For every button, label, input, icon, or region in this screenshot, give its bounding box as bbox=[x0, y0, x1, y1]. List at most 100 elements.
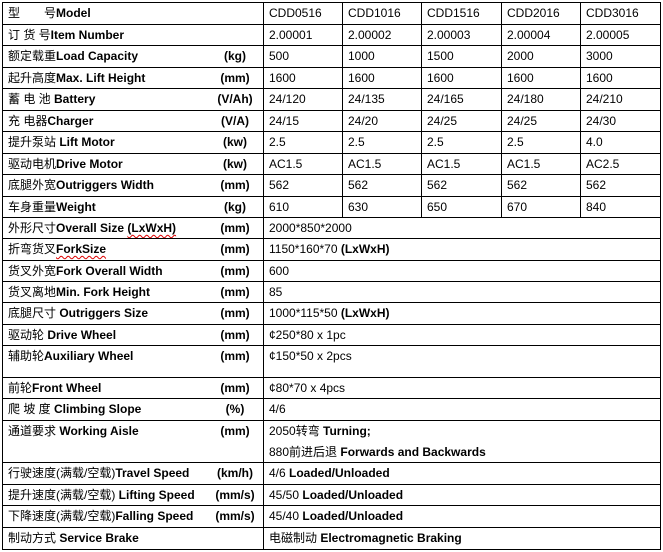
label-english: Front Wheel bbox=[32, 381, 102, 395]
value-cell: 562 bbox=[263, 174, 343, 197]
value-text: 85 bbox=[269, 285, 283, 299]
label-english: Weight bbox=[56, 200, 96, 214]
label-chinese: 车身重量 bbox=[8, 200, 57, 214]
value-cell: 1600 bbox=[580, 67, 661, 89]
value-cell: 2.00002 bbox=[342, 24, 422, 46]
label-english-spellcheck: ForkSize bbox=[56, 242, 107, 256]
label-english: Min. Fork Height bbox=[56, 285, 151, 299]
value-cell: 4.0 bbox=[580, 131, 661, 154]
spec-label-cell: 型 号Model bbox=[2, 2, 264, 25]
spec-label-cell: 行驶速度(满载/空载)Travel Speed (km/h) bbox=[2, 462, 264, 485]
label-unit: (mm) bbox=[220, 424, 250, 438]
label-unit: (kw) bbox=[223, 135, 247, 149]
value-cell: 3000 bbox=[580, 45, 661, 68]
spec-row: 起升高度Max. Lift Height (mm) 1600 1600 1600 1600… bbox=[2, 67, 661, 89]
value-cell: 2.5 bbox=[421, 131, 502, 154]
value-cell: 24/180 bbox=[501, 88, 581, 111]
label-chinese: 订 货 号 bbox=[8, 28, 51, 42]
value-cell-merged: 电磁制动 Electromagnetic Braking bbox=[263, 527, 661, 550]
value-cell: 610 bbox=[263, 196, 343, 218]
value-text-bold: Electromagnetic Braking bbox=[320, 531, 462, 545]
label-unit: (mm/s) bbox=[215, 488, 255, 502]
label-english: Outriggers Size bbox=[59, 306, 149, 320]
value-text-bold: (LxWxH) bbox=[340, 242, 390, 256]
value-line: 2000*850*2000 bbox=[269, 219, 660, 238]
value-cell: 1600 bbox=[421, 67, 502, 89]
label-unit: (mm) bbox=[220, 328, 250, 342]
value-cell: 24/135 bbox=[342, 88, 422, 111]
value-line: 1150*160*70 (LxWxH) bbox=[269, 240, 660, 260]
value-line: 电磁制动 Electromagnetic Braking bbox=[269, 529, 660, 549]
spec-row: 行驶速度(满载/空载)Travel Speed (km/h) 4/6 Loaded/… bbox=[2, 462, 661, 485]
spec-label-cell: 货叉离地Min. Fork Height (mm) bbox=[2, 281, 264, 303]
label-unit: (V/Ah) bbox=[217, 92, 253, 106]
value-cell: AC1.5 bbox=[421, 153, 502, 175]
label-english-spellcheck: (LxWxH) bbox=[127, 221, 177, 235]
label-chinese: 辅助轮 bbox=[8, 349, 45, 363]
spec-label-cell: 货叉外宽Fork Overall Width (mm) bbox=[2, 260, 264, 282]
spec-row: 制动方式 Service Brake 电磁制动 Electromagnetic B… bbox=[2, 527, 661, 550]
spec-row: 底腿尺寸 Outriggers Size (mm) 1000*115*50 (LxW… bbox=[2, 302, 661, 325]
label-chinese: 起升高度 bbox=[8, 71, 57, 85]
label-english: Service Brake bbox=[59, 531, 139, 545]
label-english: Climbing Slope bbox=[54, 402, 142, 416]
label-english: Model bbox=[56, 6, 91, 20]
value-cell: 24/25 bbox=[501, 110, 581, 132]
value-cell-merged: 2050转弯 Turning; 880前进后退 Forwards and Back… bbox=[263, 420, 661, 463]
value-text: ¢250*80 x 1pc bbox=[269, 328, 346, 342]
spec-row: 前轮Front Wheel (mm) ¢80*70 x 4pcs bbox=[2, 377, 661, 399]
value-text-bold: (LxWxH) bbox=[340, 306, 390, 320]
value-cell: 24/120 bbox=[263, 88, 343, 111]
value-cell: 1600 bbox=[501, 67, 581, 89]
value-cell: AC1.5 bbox=[263, 153, 343, 175]
label-english: Auxiliary Wheel bbox=[44, 349, 134, 363]
label-english: Travel Speed bbox=[115, 466, 190, 480]
label-chinese: 折弯货叉 bbox=[8, 242, 57, 256]
spec-row: 车身重量Weight (kg) 610 630 650 670 840 bbox=[2, 196, 661, 218]
value-cell: 2.5 bbox=[263, 131, 343, 154]
label-unit: (mm) bbox=[220, 349, 250, 363]
value-line: 880前进后退 Forwards and Backwards bbox=[269, 442, 660, 462]
label-chinese: 行驶速度(满载/空载) bbox=[8, 466, 116, 480]
label-chinese: 通道要求 bbox=[8, 424, 60, 438]
spec-label-cell: 底腿外宽Outriggers Width (mm) bbox=[2, 174, 264, 197]
label-english: Overall Size bbox=[56, 221, 128, 235]
label-unit: (mm) bbox=[220, 71, 250, 85]
value-cell-merged: 45/50 Loaded/Unloaded bbox=[263, 484, 661, 506]
spec-label-cell: 驱动电机Drive Motor (kw) bbox=[2, 153, 264, 175]
label-chinese: 提升速度(满载/空载) bbox=[8, 488, 119, 502]
value-text-bold: Loaded/Unloaded bbox=[302, 488, 404, 502]
label-unit bbox=[213, 26, 263, 45]
value-cell: 24/15 bbox=[263, 110, 343, 132]
value-text: 880前进后退 bbox=[269, 445, 341, 459]
label-english: Outriggers Width bbox=[56, 178, 154, 192]
spec-label-cell: 制动方式 Service Brake bbox=[2, 527, 264, 550]
spec-row: 额定载重Load Capacity (kg) 500 1000 1500 2000 3000 bbox=[2, 45, 661, 68]
label-chinese: 额定载重 bbox=[8, 49, 57, 63]
value-line: 4/6 bbox=[269, 400, 660, 420]
value-cell: CDD1016 bbox=[342, 2, 422, 25]
value-line: ¢80*70 x 4pcs bbox=[269, 379, 660, 398]
value-cell: 2.00003 bbox=[421, 24, 502, 46]
spec-label-cell: 辅助轮Auxiliary Wheel (mm) bbox=[2, 345, 264, 378]
spec-row: 提升泵站 Lift Motor (kw) 2.5 2.5 2.5 2.5 4.0 bbox=[2, 131, 661, 154]
value-line: 1000*115*50 (LxWxH) bbox=[269, 304, 660, 324]
spec-label-cell: 驱动轮 Drive Wheel (mm) bbox=[2, 324, 264, 346]
value-cell: CDD0516 bbox=[263, 2, 343, 25]
value-line: 45/50 Loaded/Unloaded bbox=[269, 486, 660, 505]
label-unit: (mm) bbox=[220, 264, 250, 278]
spec-label-cell: 外形尺寸Overall Size (LxWxH) (mm) bbox=[2, 217, 264, 239]
spec-row: 提升速度(满载/空载) Lifting Speed (mm/s) 45/50 Loa… bbox=[2, 484, 661, 506]
value-cell-merged: 600 bbox=[263, 260, 661, 282]
value-line: 85 bbox=[269, 283, 660, 302]
value-text: 45/40 bbox=[269, 509, 303, 523]
label-unit: (mm) bbox=[220, 285, 250, 299]
label-unit: (mm) bbox=[220, 381, 250, 395]
value-cell: 2.00001 bbox=[263, 24, 343, 46]
value-cell: 630 bbox=[342, 196, 422, 218]
value-cell-merged: 1000*115*50 (LxWxH) bbox=[263, 302, 661, 325]
label-english: Charger bbox=[47, 114, 94, 128]
label-english: Drive Wheel bbox=[47, 328, 117, 342]
spec-label-cell: 车身重量Weight (kg) bbox=[2, 196, 264, 218]
label-english: Lifting Speed bbox=[118, 488, 195, 502]
